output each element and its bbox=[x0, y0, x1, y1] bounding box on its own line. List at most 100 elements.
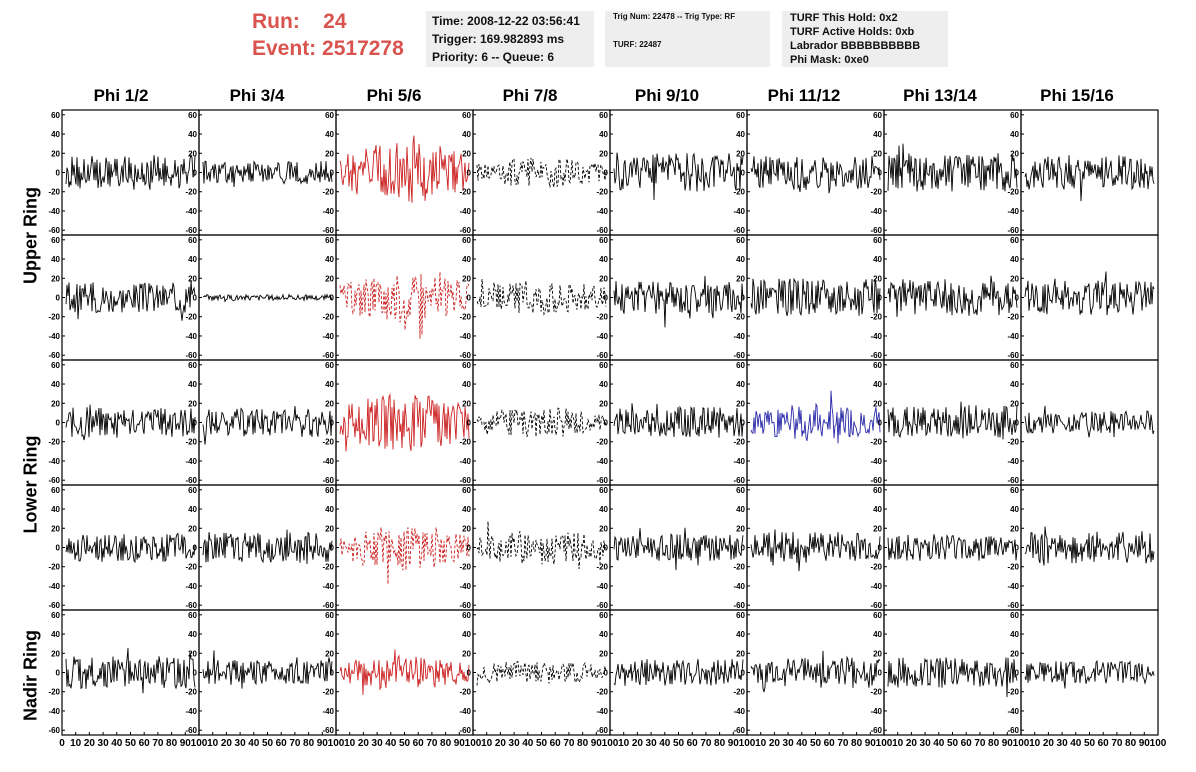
x-tick-label: 50 bbox=[1084, 738, 1096, 749]
x-tick-label: 100 bbox=[328, 738, 345, 749]
x-tick-label: 70 bbox=[974, 738, 986, 749]
x-tick-label: 80 bbox=[303, 738, 315, 749]
y-tick-label: -60 bbox=[185, 226, 197, 235]
y-tick-label: 20 bbox=[1010, 149, 1019, 158]
y-tick-label: 0 bbox=[1015, 169, 1020, 178]
y-tick-label: 60 bbox=[462, 486, 471, 495]
y-tick-label: -40 bbox=[1007, 207, 1019, 216]
y-tick-label: -40 bbox=[185, 207, 197, 216]
x-tick-label: 50 bbox=[947, 738, 959, 749]
trig-num-text: Trig Num: 22478 -- Trig Type: RF bbox=[613, 12, 736, 21]
waveform-panel: 60 40 20 0 -20 -40 -60 bbox=[185, 234, 337, 361]
y-tick-label: 20 bbox=[1010, 649, 1019, 658]
waveform-panel: 60 40 20 0 -20 -40 -60 bbox=[1007, 234, 1159, 361]
panel-frame bbox=[472, 234, 611, 361]
turf-info-panel: TURF This Hold: 0x2 TURF Active Holds: 0… bbox=[782, 11, 948, 67]
x-tick-label: 40 bbox=[1070, 738, 1082, 749]
y-tick-label: 20 bbox=[736, 149, 745, 158]
x-tick-label: 20 bbox=[358, 738, 370, 749]
y-tick-label: -20 bbox=[733, 188, 745, 197]
phi-header-8: Phi 15/16 bbox=[1040, 86, 1114, 105]
x-tick-label: 90 bbox=[1139, 738, 1151, 749]
waveform-panel: 60 40 20 0 -20 -40 -60 bbox=[322, 484, 474, 611]
x-tick-label: 100 bbox=[465, 738, 482, 749]
x-tick-label: 100 bbox=[1013, 738, 1030, 749]
waveform-trace bbox=[476, 407, 607, 437]
y-tick-label: -60 bbox=[185, 726, 197, 735]
waveform-trace bbox=[339, 527, 470, 585]
waveform-panel: 60 40 20 0 -20 -40 -60 bbox=[459, 109, 611, 236]
y-tick-label: -20 bbox=[1007, 188, 1019, 197]
y-tick-label: -60 bbox=[185, 601, 197, 610]
x-tick-label: 50 bbox=[399, 738, 411, 749]
y-tick-label: 60 bbox=[599, 611, 608, 620]
y-tick-label: 0 bbox=[56, 419, 61, 428]
event-value: 2517278 bbox=[322, 37, 404, 60]
run-label: Run: bbox=[252, 10, 300, 33]
y-tick-label: -40 bbox=[459, 207, 471, 216]
y-tick-label: -60 bbox=[459, 726, 471, 735]
x-tick-label: 80 bbox=[1125, 738, 1137, 749]
waveform-panel: 60 40 20 0 -20 -40 -60 bbox=[185, 109, 337, 236]
y-tick-label: -40 bbox=[870, 457, 882, 466]
y-tick-label: 20 bbox=[51, 649, 60, 658]
y-tick-label: 60 bbox=[325, 111, 334, 120]
run-row: Run: 24 bbox=[252, 8, 404, 35]
y-tick-label: 20 bbox=[325, 399, 334, 408]
waveform-trace bbox=[887, 401, 1018, 440]
y-tick-label: 40 bbox=[462, 130, 471, 139]
y-tick-label: -60 bbox=[870, 226, 882, 235]
y-tick-label: 0 bbox=[330, 544, 335, 553]
y-tick-label: 20 bbox=[51, 274, 60, 283]
time-info-panel: Time: 2008-12-22 03:56:41 Trigger: 169.9… bbox=[426, 11, 594, 67]
phi-header-3: Phi 5/6 bbox=[366, 86, 422, 105]
waveform-panel: 60 40 20 0 -20 -40 -60 bbox=[870, 484, 1022, 611]
waveform-panel: 60 40 20 0 -20 -40 -60 bbox=[322, 234, 474, 361]
y-tick-label: 20 bbox=[51, 524, 60, 533]
waveform-trace bbox=[339, 393, 470, 452]
waveform-trace bbox=[65, 648, 196, 694]
y-tick-label: -60 bbox=[322, 476, 334, 485]
y-tick-label: -60 bbox=[733, 726, 745, 735]
y-tick-label: -60 bbox=[1007, 476, 1019, 485]
y-tick-label: 20 bbox=[325, 274, 334, 283]
y-tick-label: -60 bbox=[459, 226, 471, 235]
y-tick-label: -40 bbox=[322, 207, 334, 216]
y-tick-label: -40 bbox=[48, 582, 60, 591]
phi-header-1: Phi 1/2 bbox=[93, 86, 149, 105]
y-tick-label: 20 bbox=[736, 274, 745, 283]
x-tick-label: 30 bbox=[509, 738, 521, 749]
y-tick-label: 0 bbox=[193, 169, 198, 178]
waveform-trace bbox=[887, 275, 1018, 317]
y-tick-label: -20 bbox=[185, 688, 197, 697]
x-tick-label: 50 bbox=[673, 738, 685, 749]
y-tick-label: -40 bbox=[322, 332, 334, 341]
y-tick-label: -40 bbox=[459, 707, 471, 716]
x-tick-label: 90 bbox=[1002, 738, 1014, 749]
y-tick-label: 40 bbox=[325, 255, 334, 264]
x-tick-label: 70 bbox=[289, 738, 301, 749]
y-tick-label: -60 bbox=[1007, 351, 1019, 360]
y-tick-label: 40 bbox=[188, 630, 197, 639]
y-tick-label: -40 bbox=[870, 207, 882, 216]
y-tick-label: -40 bbox=[185, 707, 197, 716]
y-tick-label: -40 bbox=[870, 707, 882, 716]
phi-header-7: Phi 13/14 bbox=[903, 86, 977, 105]
x-tick-label: 70 bbox=[837, 738, 849, 749]
waveform-trace bbox=[202, 293, 333, 303]
x-tick-label: 70 bbox=[1111, 738, 1123, 749]
x-tick-label: 100 bbox=[602, 738, 619, 749]
y-tick-label: -20 bbox=[48, 188, 60, 197]
y-tick-label: 60 bbox=[188, 111, 197, 120]
waveform-trace bbox=[613, 659, 744, 686]
event-label: Event: bbox=[252, 37, 317, 60]
y-tick-label: -20 bbox=[596, 188, 608, 197]
waveform-panel: 60 40 20 0 -20 -40 -60 bbox=[322, 609, 474, 736]
y-tick-label: -20 bbox=[596, 688, 608, 697]
x-tick-label: 60 bbox=[687, 738, 699, 749]
y-tick-label: 20 bbox=[51, 149, 60, 158]
x-tick-label: 80 bbox=[988, 738, 1000, 749]
y-tick-label: 40 bbox=[462, 380, 471, 389]
y-tick-label: -40 bbox=[870, 582, 882, 591]
x-tick-label: 60 bbox=[961, 738, 973, 749]
